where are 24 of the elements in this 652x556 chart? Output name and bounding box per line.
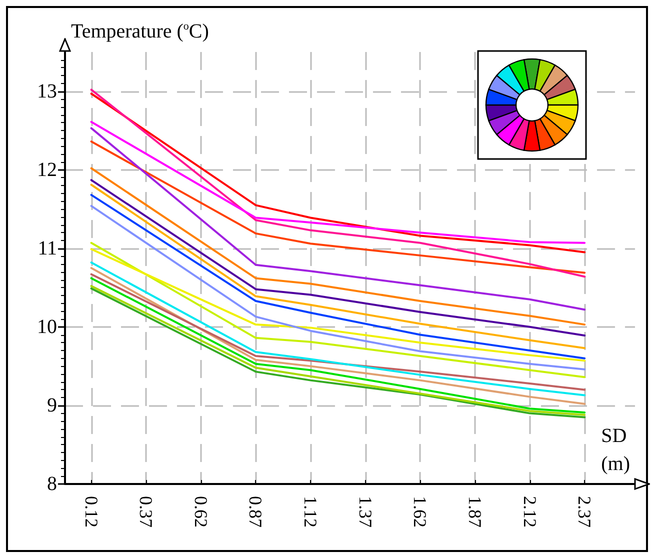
x-tick-label: 1.12: [300, 496, 321, 528]
x-tick-label: 1.37: [355, 496, 376, 528]
line-series: [90, 242, 586, 378]
x-tick-label: 0.87: [246, 496, 266, 528]
line-series: [90, 92, 586, 254]
x-tick-label: 2.37: [574, 496, 595, 528]
y-tick-label: 12: [37, 158, 57, 181]
y-tick-label: 13: [37, 80, 57, 102]
x-tick-label: 2.12: [520, 496, 540, 528]
x-tick-label: 1.62: [410, 496, 430, 528]
y-tick-label: 11: [38, 237, 57, 260]
x-tick-label: 0.12: [81, 496, 102, 528]
line-series: [90, 248, 586, 362]
x-axis-title: SD (m): [601, 425, 630, 475]
line-series: [90, 88, 586, 278]
x-tick-label: 0.37: [136, 496, 156, 528]
y-tick-label: 10: [37, 316, 57, 338]
line-series: [90, 140, 586, 274]
y-tick-label: 9: [47, 394, 57, 416]
x-tick-label: 0.62: [190, 496, 211, 528]
line-series: [90, 120, 586, 244]
x-tick-label: 1.87: [464, 496, 485, 528]
line-series: [90, 127, 586, 311]
y-tick-label: 8: [47, 473, 57, 495]
